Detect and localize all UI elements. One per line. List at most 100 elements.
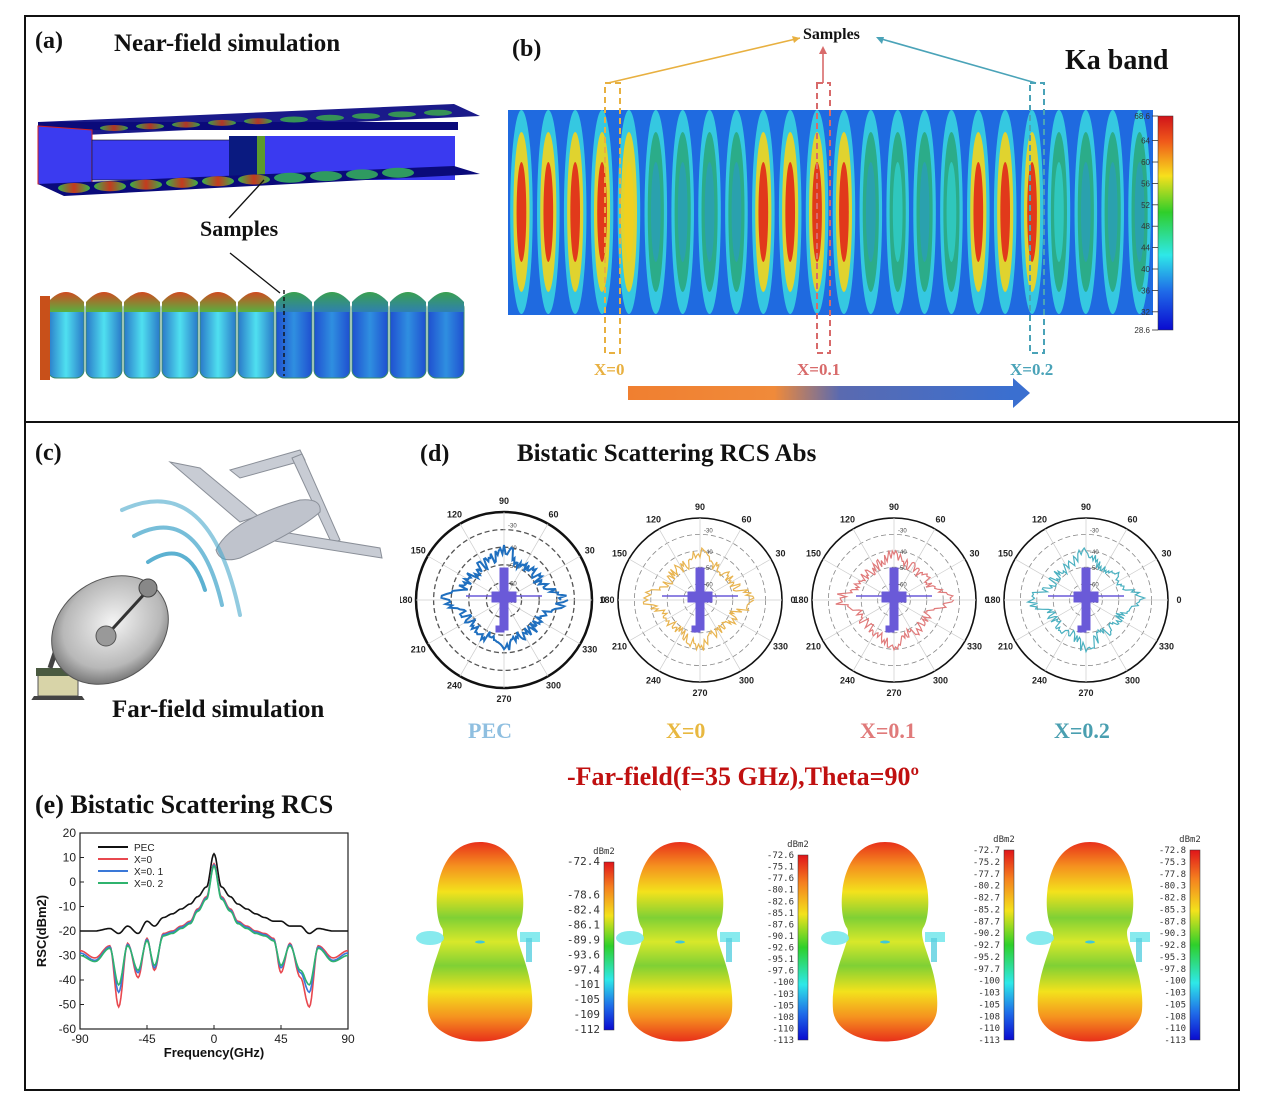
colorbar-tick-label: -95.2 <box>973 953 1000 963</box>
polar-plots: 0 30 60 90 120 150 180 210 240 270 300 330 -30 -40 -50… <box>400 496 1182 704</box>
samples-pointer-line-lower <box>229 252 281 294</box>
polar-angle-label: 300 <box>739 676 754 686</box>
series-line-0 <box>80 852 348 935</box>
colorbar-tick-label: -82.6 <box>767 897 794 907</box>
aircraft-icon <box>168 449 383 561</box>
colorbar-tick-label: 56 <box>1141 179 1150 188</box>
colorbar-tick-label: -92.7 <box>973 941 1000 951</box>
field-stripes <box>508 110 1153 315</box>
panel-d-letter: (d) <box>420 441 450 467</box>
colorbar-tick-label: -97.4 <box>567 963 600 976</box>
polar-angle-label: 300 <box>1125 676 1140 686</box>
x-tick-label: 90 <box>341 1032 355 1046</box>
x-tick-label: 45 <box>274 1032 288 1046</box>
polar-angle-label: 90 <box>889 502 899 512</box>
polar-angle-label: 150 <box>411 546 426 556</box>
polar-plot-3: 0 30 60 90 120 150 180 210 240 270 300 330 -30 -40 -50… <box>985 502 1181 698</box>
rcs-line-chart: 20 10 0 -10 -20 -30 -40 -50 -60-90 -45 0 45 90 Freque… <box>34 826 355 1060</box>
colorbar-unit: dBm2 <box>993 835 1015 845</box>
polar-angle-label: 180 <box>985 595 1000 605</box>
polar-label-pec: PEC <box>468 718 512 743</box>
y-tick-label: -40 <box>59 973 77 987</box>
colorbar-tick-label: 48 <box>1141 222 1150 231</box>
colorbar-tick-label: 32 <box>1141 308 1150 317</box>
colorbar-tick-label: -90.3 <box>1159 929 1186 939</box>
colorbar-tick-label: 68.6 <box>1134 112 1150 121</box>
panel-c-letter: (c) <box>35 440 62 466</box>
polar-angle-label: 210 <box>998 642 1013 652</box>
polar-angle-label: 120 <box>447 509 462 519</box>
polar-angle-label: 30 <box>1162 549 1172 559</box>
y-tick-label: -20 <box>59 924 77 938</box>
y-tick-label: 10 <box>63 851 77 865</box>
colorbar-tick-label: -80.3 <box>1159 882 1186 892</box>
near-field-heatmap: 68.6 64 60 56 52 48 44 40 36 32 28.6 <box>508 36 1174 408</box>
polar-radial-tick: -50 <box>898 566 907 572</box>
polar-label-x01: X=0.1 <box>860 718 916 743</box>
colorbar-tick-label: -87.8 <box>1159 917 1186 927</box>
colorbar-tick-label: 60 <box>1141 158 1150 167</box>
panel-b-letter: (b) <box>512 36 542 62</box>
near-field-model-illustration <box>37 104 480 380</box>
colorbar-tick-label: -109 <box>574 1008 601 1021</box>
polar-angle-label: 0 <box>600 595 605 605</box>
colorbar-unit: dBm2 <box>1179 835 1201 845</box>
colorbar-tick-label: -108 <box>1164 1012 1186 1022</box>
far-field-colorbar <box>1189 849 1201 1041</box>
colorbar-tick-label: 52 <box>1141 201 1150 210</box>
polar-angle-label: 270 <box>496 694 511 704</box>
colorbar-tick-label: -80.2 <box>973 882 1000 892</box>
aircraft-silhouette-icon <box>466 567 542 633</box>
polar-label-x0: X=0 <box>666 718 706 743</box>
legend-label: X=0. 2 <box>134 879 164 890</box>
aircraft-silhouette-icon <box>662 567 738 633</box>
polar-angle-label: 30 <box>776 549 786 559</box>
panel-b-title: Ka band <box>1065 45 1169 76</box>
polar-radial-tick: -50 <box>508 564 517 570</box>
colorbar-tick-label: -108 <box>772 1013 794 1023</box>
colorbar-tick-label: -103 <box>772 990 794 1000</box>
sample-box-x01 <box>816 82 831 354</box>
polar-angle-label: 150 <box>998 549 1013 559</box>
polar-radial-tick: -30 <box>508 524 517 530</box>
polar-angle-label: 330 <box>1159 642 1174 652</box>
polar-angle-label: 240 <box>646 676 661 686</box>
polar-label-x02: X=0.2 <box>1054 718 1110 743</box>
colorbar-tick-label: -87.6 <box>767 920 794 930</box>
polar-angle-label: 210 <box>411 645 426 655</box>
polar-angle-label: 150 <box>806 549 821 559</box>
y-tick-label: -30 <box>59 949 77 963</box>
x-axis-label: Frequency(GHz) <box>164 1045 264 1060</box>
colorbar-tick-label: -113 <box>772 1036 794 1046</box>
polar-radial-tick: -30 <box>1090 528 1099 534</box>
polar-radial-tick: -40 <box>1090 550 1099 556</box>
polar-angle-label: 300 <box>933 676 948 686</box>
legend-label: PEC <box>134 843 155 854</box>
polar-angle-label: 330 <box>582 645 597 655</box>
polar-angle-label: 60 <box>548 509 558 519</box>
chart-title: (e) Bistatic Scattering RCS <box>35 790 334 819</box>
polar-radial-tick: -60 <box>1090 583 1099 589</box>
far-field-pattern-2: dBm2-72.7 -75.2 -77.7 -80.2 -82.7-85.2 -87.7 -… <box>821 835 1015 1046</box>
colorbar-tick-label: -110 <box>772 1024 794 1034</box>
far-field-scene-illustration <box>31 449 383 700</box>
panel-a-title: Near-field simulation <box>114 30 341 57</box>
aircraft-silhouette-icon <box>1048 567 1124 633</box>
far-field-pattern-0: dBm2-72.4 -78.6 -82.4-86.1 -89.9 -93.6 -97.4 -… <box>416 842 615 1042</box>
colorbar-tick-label: -101 <box>574 978 601 991</box>
polar-pattern-trace <box>440 544 569 651</box>
polar-radial-tick: -30 <box>898 528 907 534</box>
polar-angle-label: 60 <box>1127 514 1137 524</box>
polar-pattern-trace <box>642 546 755 652</box>
polar-pattern-trace <box>1025 546 1147 654</box>
colorbar-tick-label: -72.8 <box>1159 846 1186 856</box>
colorbar-tick-label: -72.6 <box>767 851 794 861</box>
colorbar-tick-label: -105 <box>1164 1000 1186 1010</box>
colorbar-tick-label: -86.1 <box>567 918 600 931</box>
panel-a-samples-label: Samples <box>200 216 279 241</box>
polar-angle-label: 210 <box>806 642 821 652</box>
colorbar-tick-label: -97.7 <box>973 965 1000 975</box>
colorbar-tick-label: -75.1 <box>767 863 794 873</box>
polar-angle-label: 300 <box>546 681 561 691</box>
colorbar-tick-label: -85.2 <box>973 905 1000 915</box>
